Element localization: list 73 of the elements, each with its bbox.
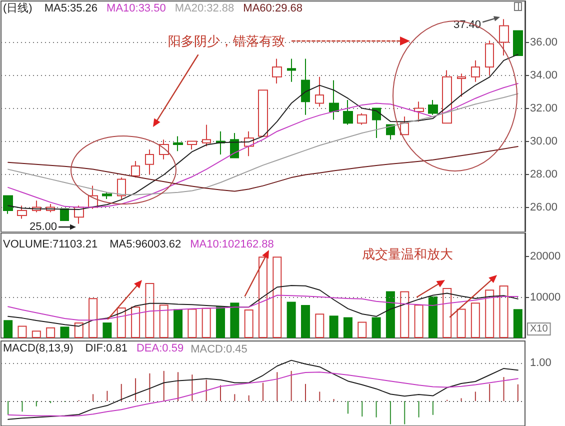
candlestick: [102, 192, 112, 200]
y-tick-label: 28.00: [530, 168, 558, 180]
bar: [174, 309, 183, 338]
y-tick-label: 30.00: [530, 135, 558, 148]
line-series: [8, 146, 518, 192]
line-series: [8, 285, 518, 327]
bar: [428, 296, 438, 338]
bar: [286, 302, 296, 338]
annotation: 25.00: [29, 221, 57, 233]
text: MA5:35.26: [44, 2, 98, 14]
candlestick: [457, 73, 466, 98]
candlestick: [17, 205, 27, 220]
text: DIF:0.81: [85, 342, 128, 354]
line-series: [8, 83, 518, 208]
bar: [102, 322, 112, 338]
bar: [372, 317, 381, 338]
annotation: 阳多阴少，错落有致: [168, 34, 285, 48]
bar: [513, 309, 522, 338]
text: MA5:96003.62: [110, 238, 182, 250]
annotation: 成交量温和放大: [362, 246, 453, 262]
candlestick: [372, 108, 381, 138]
candlestick: [202, 124, 211, 147]
text: MA10:33.50: [106, 2, 166, 14]
candlestick: [131, 160, 140, 178]
bar: [343, 317, 352, 338]
candlestick: [301, 58, 310, 116]
candlestick: [173, 136, 183, 152]
text: MA20:32.88: [174, 2, 234, 14]
bar: [300, 305, 310, 338]
bar: [230, 302, 240, 338]
line-series: [8, 93, 518, 196]
candlestick: [258, 90, 268, 137]
candlestick: [315, 76, 324, 108]
candlestick: [187, 140, 197, 150]
y-tick-label: 34.00: [530, 69, 558, 82]
y-tick-label: 20000: [530, 250, 561, 263]
candlestick: [329, 80, 339, 120]
candlestick: [442, 70, 452, 124]
y-tick-label: 10000: [530, 291, 561, 304]
text: MA60:29.68: [243, 2, 302, 14]
candlestick: [471, 60, 480, 82]
text: MA10:102162.88: [190, 238, 274, 250]
candlestick: [3, 195, 13, 214]
candlestick: [485, 40, 494, 76]
candlestick: [499, 18, 509, 56]
text: 1.00: [530, 357, 552, 369]
chart-title: MACD(8,13,9): [3, 342, 74, 354]
text: VOLUME:71103.21: [3, 238, 98, 250]
candlestick: [117, 177, 126, 200]
bar: [216, 306, 226, 338]
candlestick: [357, 112, 367, 126]
y-tick-label: 26.00: [530, 201, 558, 214]
text: DEA:0.59: [136, 342, 184, 354]
chart-title: (日线): [3, 2, 32, 14]
y-axis-title: X10: [530, 324, 548, 334]
candlestick: [513, 30, 523, 56]
bar: [4, 320, 13, 338]
bar: [60, 326, 70, 338]
line-series: [8, 294, 518, 321]
candlestick: [145, 149, 154, 175]
text: MACD:0.45: [190, 344, 248, 356]
bar: [329, 316, 338, 338]
y-tick-label: 36.00: [530, 36, 558, 48]
candlestick: [60, 208, 69, 221]
candlestick: [428, 100, 438, 116]
candlestick: [414, 101, 424, 122]
line-series: [8, 54, 518, 210]
bar: [386, 291, 395, 338]
candlestick: [343, 100, 353, 126]
candlestick: [287, 58, 296, 82]
y-tick-label: 32.00: [530, 102, 558, 114]
candlestick: [400, 116, 409, 136]
candlestick: [272, 58, 282, 84]
